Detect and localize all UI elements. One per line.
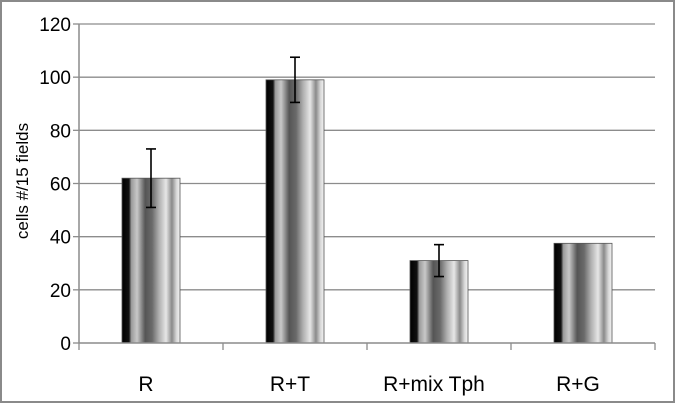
y-tick-label-0: 0 bbox=[60, 334, 71, 355]
y-tick-label-1: 20 bbox=[50, 281, 71, 302]
y-tick-labels: 0 20 40 60 80 100 120 bbox=[39, 15, 71, 355]
y-tick-label-2: 40 bbox=[50, 228, 71, 249]
y-tick-label-4: 80 bbox=[50, 121, 71, 142]
bar-3 bbox=[553, 242, 613, 344]
y-axis-title: cells #/15 fields bbox=[13, 123, 32, 239]
y-tick-label-3: 60 bbox=[50, 175, 71, 196]
category-label-2: R+mix Tph bbox=[383, 373, 485, 396]
error-bars bbox=[146, 56, 444, 278]
y-tick-label-5: 100 bbox=[39, 68, 71, 89]
category-label-0: R bbox=[138, 373, 153, 396]
bar-1 bbox=[265, 79, 325, 344]
category-label-1: R+T bbox=[270, 373, 310, 396]
x-axis bbox=[78, 24, 656, 350]
category-labels: R R+T R+mix Tph R+G bbox=[138, 373, 599, 396]
y-tick-label-6: 120 bbox=[39, 15, 71, 36]
category-label-3: R+G bbox=[556, 373, 600, 396]
